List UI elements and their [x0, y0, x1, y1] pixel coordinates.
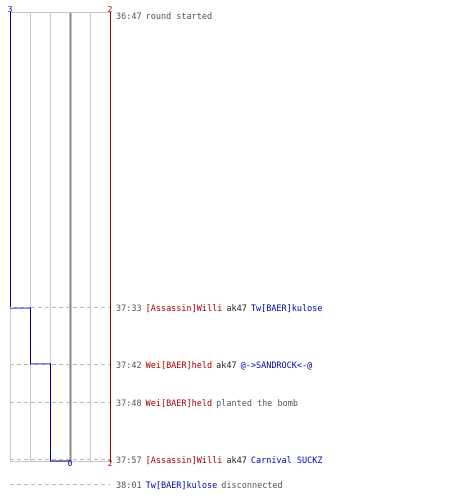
blue-score-bottom: 0: [68, 459, 73, 468]
event-row: 36:47 round started: [116, 12, 212, 22]
event-row: 37:42 Wei[BAER]held ak47 @->SANDROCK<-@: [116, 361, 312, 371]
event-player-blue: Tw[BAER]kulose: [146, 481, 218, 491]
event-timestamp: 36:47: [116, 12, 142, 22]
event-player-red: Wei[BAER]held: [146, 361, 213, 371]
red-score-bottom: 2: [108, 459, 113, 468]
red-score-top: 2: [108, 5, 113, 14]
event-player-red: Wei[BAER]held: [146, 399, 213, 409]
event-row: 38:01 Tw[BAER]kulose disconnected: [116, 481, 283, 491]
event-row: 37:57 [Assassin]Willi ak47 Carnival SUCKZ: [116, 456, 323, 466]
event-player-red: [Assassin]Willi: [146, 456, 223, 466]
event-action: round started: [146, 12, 213, 22]
event-timestamp: 38:01: [116, 481, 142, 491]
event-player-blue: Carnival SUCKZ: [251, 456, 323, 466]
event-timestamp: 37:33: [116, 304, 142, 314]
event-timestamp: 37:57: [116, 456, 142, 466]
event-player-blue: @->SANDROCK<-@: [241, 361, 313, 371]
event-timestamp: 37:48: [116, 399, 142, 409]
event-player-blue: Tw[BAER]kulose: [251, 304, 323, 314]
event-row: 37:33 [Assassin]Willi ak47 Tw[BAER]kulose: [116, 304, 323, 314]
blue-score-top: 3: [8, 5, 13, 14]
event-row: 37:48 Wei[BAER]held planted the bomb: [116, 399, 298, 409]
event-player-red: [Assassin]Willi: [146, 304, 223, 314]
event-timestamp: 37:42: [116, 361, 142, 371]
event-weapon: ak47: [226, 456, 246, 466]
event-action: planted the bomb: [216, 399, 298, 409]
blue-team-step-line: [10, 12, 71, 462]
event-action: disconnected: [221, 481, 282, 491]
event-weapon: ak47: [226, 304, 246, 314]
grid-columns: [10, 12, 110, 462]
event-weapon: ak47: [216, 361, 236, 371]
